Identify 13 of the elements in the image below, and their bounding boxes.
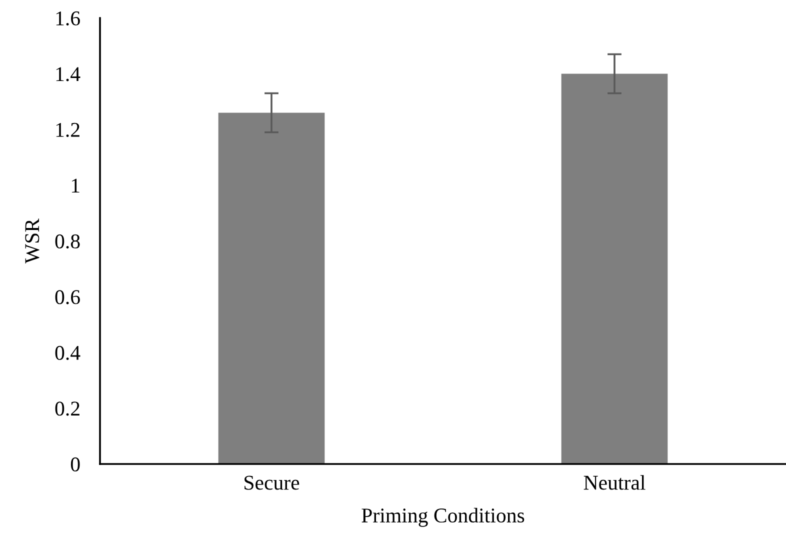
- y-axis-title: WSR: [25, 218, 40, 264]
- y-tick-label: 1.2: [56, 122, 80, 138]
- y-tick-label: 1.6: [56, 11, 80, 26]
- x-axis-title: Priming Conditions: [362, 508, 524, 527]
- x-tick-label: Secure: [244, 476, 300, 490]
- x-tick-label: Neutral: [584, 475, 646, 490]
- y-tick-label: 1.4: [56, 67, 80, 82]
- y-tick-label: 0.4: [55, 346, 80, 360]
- y-tick-label: 0: [70, 457, 80, 472]
- y-tick-label: 0.6: [55, 290, 80, 304]
- y-tick-label: 0.2: [55, 402, 80, 416]
- y-tick-label: 1: [72, 178, 80, 192]
- y-tick-label: 0.8: [55, 234, 80, 249]
